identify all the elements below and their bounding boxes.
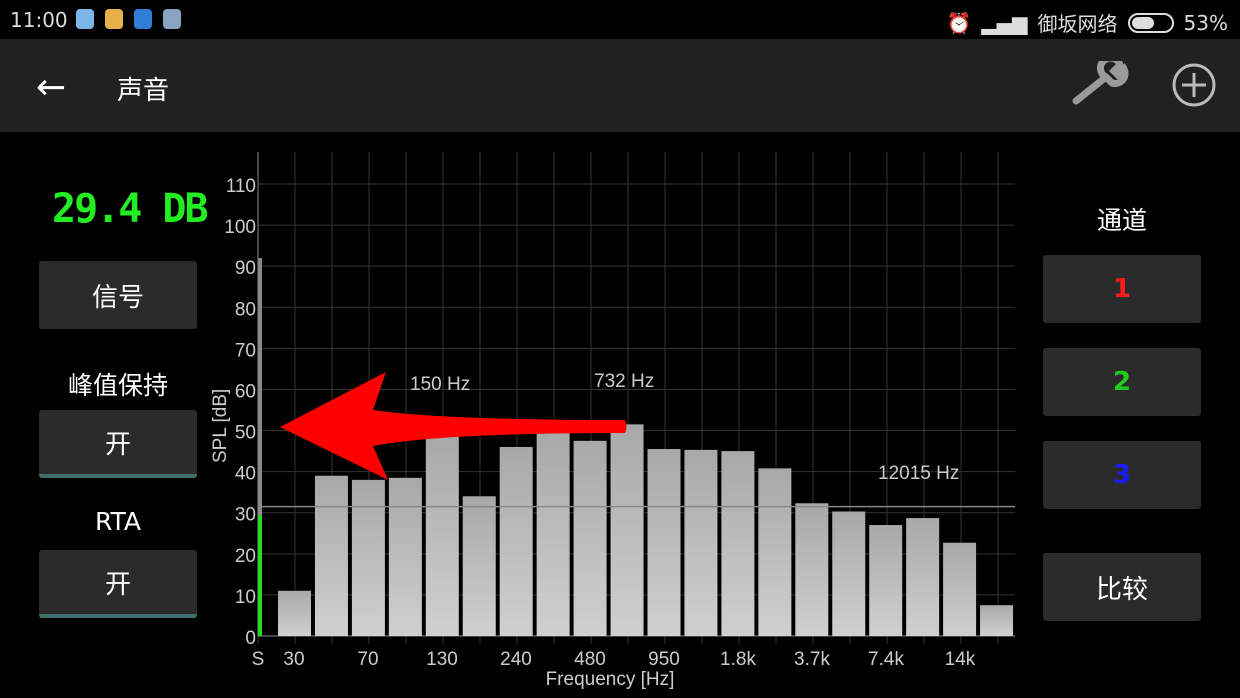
spectrum-bar xyxy=(906,518,940,636)
peak-hold-label: 峰值保持 xyxy=(67,371,168,400)
x-tick-label: 7.4k xyxy=(868,649,904,670)
peak-level-meter xyxy=(258,257,262,636)
y-tick-label: 50 xyxy=(235,423,256,444)
spectrum-bar xyxy=(573,440,607,636)
y-tick-label: 10 xyxy=(235,587,256,608)
wrench-icon[interactable] xyxy=(1070,61,1130,111)
peak-hold-toggle[interactable]: 开 xyxy=(39,410,197,478)
y-axis-label: SPL [dB] xyxy=(210,389,231,463)
y-tick-label: 80 xyxy=(235,299,256,320)
spectrum-bar xyxy=(721,451,755,636)
x-tick-label: 3.7k xyxy=(794,649,830,670)
y-tick-label: 30 xyxy=(235,505,256,526)
rta-toggle[interactable]: 开 xyxy=(39,550,197,618)
spectrum-bar xyxy=(278,590,311,636)
y-tick-label: 100 xyxy=(224,217,256,238)
y-tick-label: 90 xyxy=(235,258,256,279)
x-tick-label: 1.8k xyxy=(720,649,756,670)
x-tick-label: 240 xyxy=(500,649,532,670)
annotation-12015hz: 12015 Hz xyxy=(878,463,959,484)
spectrum-chart: 0 10 20 30 40 50 60 70 80 90 100 110 S 30 70 130 240 480 9… xyxy=(210,152,1015,690)
channel-label: 通道 xyxy=(1096,206,1147,235)
current-level-meter xyxy=(258,515,262,636)
spectrum-bar xyxy=(499,446,533,636)
red-arrow-annotation xyxy=(280,372,627,480)
spectrum-bar xyxy=(610,424,644,636)
spectrum-bar xyxy=(869,525,903,636)
y-tick-label: 70 xyxy=(235,340,256,361)
status-bar: 11:00 ⏰ ▂▄▆ 御坂网络 53% xyxy=(0,0,1240,39)
spectrum-bar xyxy=(980,605,1014,636)
store-icon xyxy=(105,9,123,29)
channel-3-button[interactable]: 3 xyxy=(1043,441,1201,509)
x-axis-label: Frequency [Hz] xyxy=(546,669,675,690)
x-tick-label: 30 xyxy=(283,649,304,670)
x-tick-label: S xyxy=(252,649,265,670)
spectrum-bar xyxy=(832,511,866,636)
page-title: 声音 xyxy=(117,76,170,106)
spl-readout: 29.4 DB xyxy=(52,186,209,232)
x-tick-label: 70 xyxy=(357,649,378,670)
spectrum-bar xyxy=(647,449,681,636)
y-tick-label: 20 xyxy=(235,546,256,567)
spectrum-bar xyxy=(351,479,385,636)
channel-2-button[interactable]: 2 xyxy=(1043,348,1201,416)
notepad-icon xyxy=(163,9,181,29)
alarm-icon: ⏰ xyxy=(946,10,972,35)
clock: 11:00 xyxy=(10,8,68,32)
y-tick-label: 40 xyxy=(235,464,256,485)
spectrum-bar xyxy=(943,542,977,636)
spectrum-bar xyxy=(388,477,422,636)
carrier: 御坂网络 xyxy=(1037,12,1118,36)
app-bar: ← 声音 xyxy=(0,39,1240,132)
spectrum-bar xyxy=(462,496,496,636)
signal-button[interactable]: 信号 xyxy=(39,261,197,329)
annotation-732hz: 732 Hz xyxy=(594,371,654,392)
zhihu-icon xyxy=(134,9,152,29)
y-tick-label: 0 xyxy=(245,628,256,649)
channel-1-button[interactable]: 1 xyxy=(1043,255,1201,323)
x-tick-label: 130 xyxy=(426,649,458,670)
spectrum-bar xyxy=(425,436,459,636)
x-tick-label: 950 xyxy=(648,649,680,670)
add-circle-icon[interactable] xyxy=(1171,62,1217,108)
compare-button[interactable]: 比较 xyxy=(1043,553,1201,621)
back-arrow-icon[interactable]: ← xyxy=(36,67,67,108)
spectrum-bar xyxy=(536,432,570,636)
x-tick-label: 480 xyxy=(574,649,606,670)
signal-icon: ▂▄▆ xyxy=(981,10,1028,35)
spectrum-bar xyxy=(758,468,792,636)
spectrum-bar xyxy=(795,503,829,636)
chat-icon xyxy=(76,9,94,29)
spectrum-bar xyxy=(684,449,718,636)
battery-percent: 53% xyxy=(1183,10,1228,35)
battery-icon xyxy=(1127,12,1174,33)
x-tick-label: 14k xyxy=(945,649,976,670)
spectrum-bar xyxy=(314,475,348,636)
rta-label: RTA xyxy=(95,507,141,536)
y-tick-label: 60 xyxy=(235,381,256,402)
y-tick-label: 110 xyxy=(226,176,256,197)
annotation-150hz: 150 Hz xyxy=(410,374,470,395)
